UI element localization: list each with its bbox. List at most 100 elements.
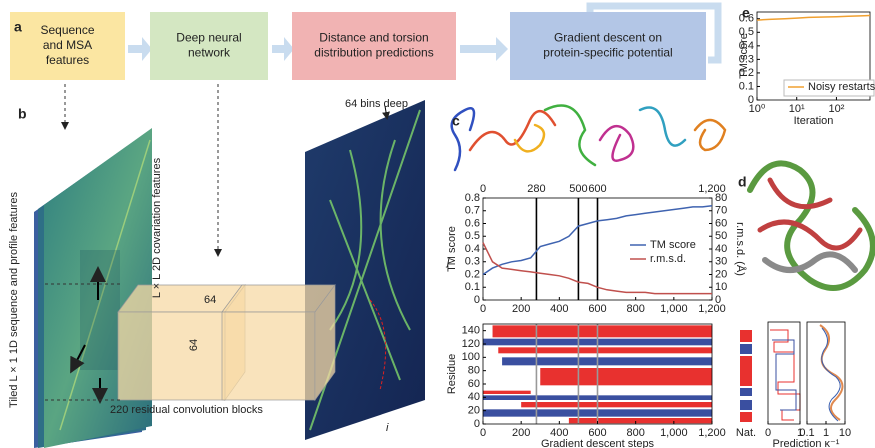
y2-tick-label: 0 — [715, 294, 721, 306]
protein — [638, 106, 687, 147]
axis-i: i — [386, 422, 389, 434]
x-tick-label: 600 — [588, 303, 606, 315]
snapshot-label: 280 — [527, 183, 545, 195]
x-tick-label: 0 — [480, 427, 486, 439]
profile-curve — [772, 339, 797, 411]
x-tick-label: 1,200 — [698, 303, 726, 315]
native-stripe — [740, 400, 752, 410]
native-stripe — [740, 388, 752, 396]
block-face — [221, 311, 316, 401]
y2-tick-label: 40 — [715, 243, 727, 255]
x-tick-label: 1 — [823, 427, 829, 439]
native-stripe — [740, 356, 752, 386]
x-tick-label: 10¹ — [789, 103, 805, 115]
y-tick-label: 0.1 — [465, 281, 480, 293]
series-line — [482, 204, 713, 276]
y2-tick-label: 10 — [715, 281, 727, 293]
y-tick-label: 0.6 — [739, 13, 754, 25]
axes-frame — [767, 321, 801, 425]
x-tick-label: 1,000 — [660, 303, 688, 315]
panel-letter: d — [738, 174, 747, 190]
flow-box — [150, 12, 268, 80]
protein-snapshots — [450, 104, 875, 291]
x-tick-label: 10² — [828, 103, 844, 115]
network-illustration: 64 bins deep L × L 2D covariation featur… — [8, 98, 450, 448]
panel-letter: c — [452, 113, 460, 129]
x-tick-label: 10⁰ — [749, 103, 766, 115]
arrow — [382, 105, 390, 120]
y2-tick-label: 20 — [715, 268, 727, 280]
y-tick-label: 0.2 — [739, 67, 754, 79]
snapshot-label: 600 — [588, 183, 606, 195]
flow-box-label: and MSA — [43, 38, 92, 52]
flow-box-label: network — [188, 46, 231, 60]
x-tick-label: 1 — [797, 427, 803, 439]
x-tick-label: 200 — [512, 427, 530, 439]
y-axis-label: TM score — [738, 33, 750, 79]
y-tick-label: 0.3 — [465, 256, 480, 268]
height-label: 64 — [188, 339, 200, 351]
residue-band — [521, 402, 712, 408]
protein — [762, 251, 858, 273]
x-tick-label: 1,000 — [660, 427, 688, 439]
protein — [693, 118, 727, 152]
panel-letter: b — [18, 106, 27, 122]
flow-box-label: features — [46, 53, 89, 67]
profile-curve — [821, 327, 841, 422]
snapshot-label: 500 — [569, 183, 587, 195]
y2-tick-label: 70 — [715, 205, 727, 217]
panel-letter: a — [14, 19, 22, 35]
flow-box — [10, 12, 125, 80]
flow-box-label: Sequence — [40, 23, 94, 37]
snapshot-label: 0 — [480, 183, 486, 195]
axes-frame — [756, 11, 871, 101]
y-tick-label: 140 — [462, 325, 480, 337]
series-line — [756, 14, 871, 21]
y-tick-label: 0.1 — [739, 80, 754, 92]
y-axis-label: TM score — [446, 226, 458, 272]
block-face — [314, 283, 336, 402]
x-tick-label: 600 — [588, 427, 606, 439]
y2-axis-label: r.m.s.d. (Å) — [734, 222, 747, 276]
series-line — [482, 242, 712, 295]
legend-label: TM score — [650, 239, 696, 251]
y-tick-label: 80 — [468, 365, 480, 377]
y-tick-label: 0.8 — [465, 192, 480, 204]
flow-arrow — [128, 37, 152, 61]
x-axis-label: Prediction κ⁻¹ — [773, 438, 840, 448]
highlight — [369, 299, 387, 391]
native-stripe — [740, 330, 752, 342]
x-tick-label: 400 — [550, 427, 568, 439]
x-tick-label: 1,200 — [698, 427, 726, 439]
flow-box-label: Gradient descent on — [554, 31, 662, 45]
flow-box — [510, 12, 706, 80]
y-tick-label: 0.6 — [465, 217, 480, 229]
residue-band — [483, 390, 531, 394]
y-tick-label: 20 — [468, 405, 480, 417]
sequence-label: Tiled L × 1 1D sequence and profile feat… — [8, 192, 20, 408]
x-tick-label: 0 — [765, 427, 771, 439]
residue-band — [492, 325, 712, 338]
residual-blocks — [117, 283, 336, 402]
x-tick-label: 200 — [512, 303, 530, 315]
x-axis-label: Gradient descent steps — [541, 438, 655, 448]
y-tick-label: 0.3 — [739, 53, 754, 65]
width-label: 64 — [204, 294, 216, 306]
heatmap-texture — [309, 109, 421, 431]
y-axis-label: Residue — [446, 354, 458, 394]
y-tick-label: 0.5 — [739, 26, 754, 38]
panel-letter: e — [742, 5, 750, 21]
y2-tick-label: 60 — [715, 217, 727, 229]
y-tick-label: 0.2 — [465, 268, 480, 280]
residue-band — [540, 368, 712, 386]
x-tick-label: 800 — [626, 427, 644, 439]
protein — [598, 125, 635, 162]
x-tick-label: 400 — [550, 303, 568, 315]
y-tick-label: 100 — [462, 351, 480, 363]
native-stripe — [740, 412, 752, 422]
y2-tick-label: 50 — [715, 230, 727, 242]
x-tick-label: 800 — [626, 303, 644, 315]
flow-box-label: Deep neural — [176, 31, 241, 45]
